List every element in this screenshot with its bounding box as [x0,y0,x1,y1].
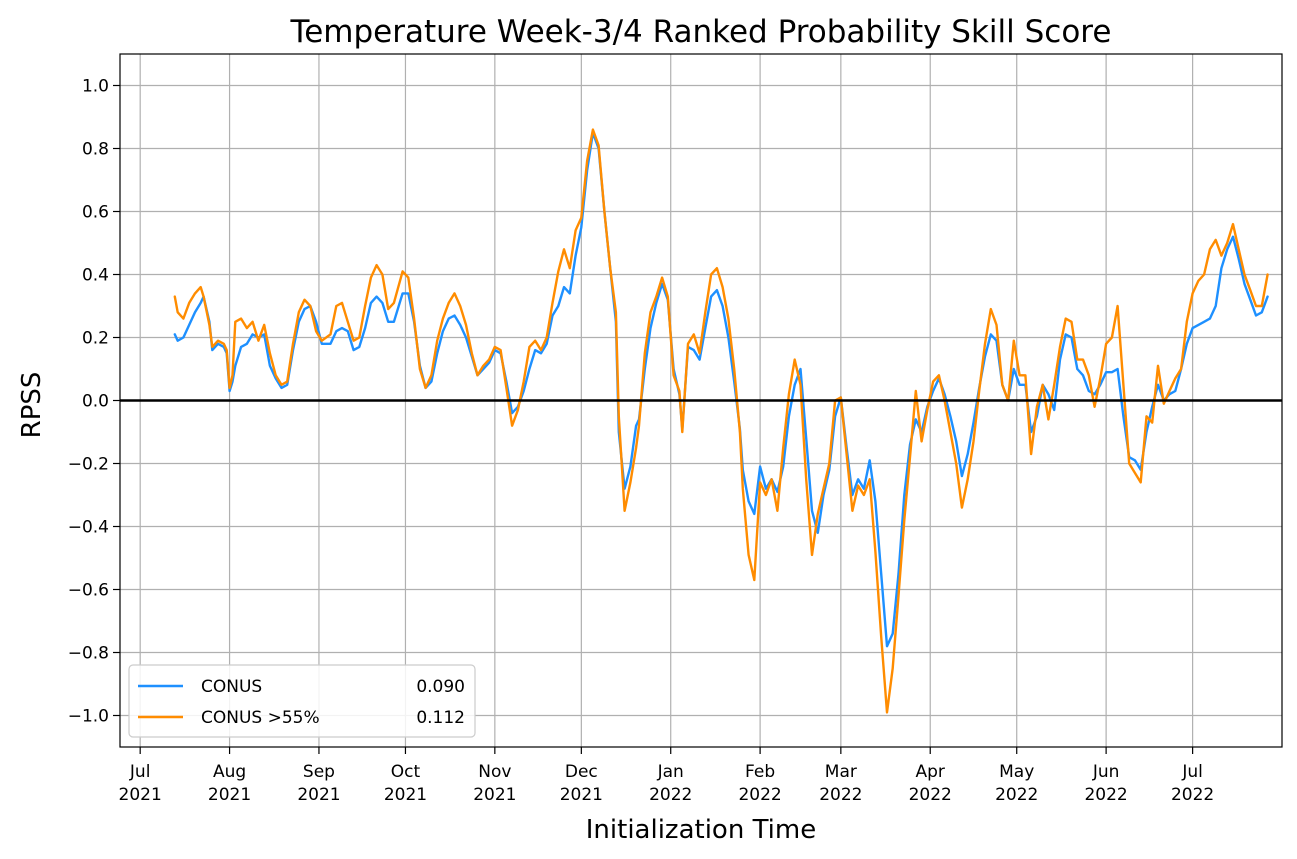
x-tick-label-year: 2022 [649,785,692,805]
y-tick-label: −0.2 [68,455,109,475]
legend-value-conus: 0.090 [416,677,465,697]
y-tick-label: 0.2 [82,329,109,349]
legend-value-conus-55: 0.112 [416,708,465,728]
legend-label-conus: CONUS [201,677,262,697]
x-axis-label: Initialization Time [586,815,816,845]
x-tick-label-month: Sep [303,762,335,782]
y-tick-label: 0.8 [82,140,109,160]
x-tick-label-year: 2022 [1171,785,1214,805]
series-line-conus-55 [173,128,1269,714]
x-tick-label-year: 2022 [995,785,1038,805]
y-tick-label: 0.0 [82,392,109,412]
y-tick-label: −0.6 [68,581,109,601]
x-tick-label-year: 2022 [909,785,952,805]
x-tick-label-year: 2021 [208,785,251,805]
x-tick-label-month: Jan [657,762,684,782]
x-tick-label-month: May [999,762,1034,782]
x-tick-label-year: 2022 [819,785,862,805]
legend: CONUS 0.090 CONUS >55% 0.112 [128,664,476,738]
x-tick-label-month: Feb [745,762,775,782]
y-tick-label: −1.0 [68,707,109,727]
x-tick-label-year: 2021 [560,785,603,805]
y-tick-label: 0.6 [82,203,109,223]
x-tick-label-year: 2021 [384,785,427,805]
x-tick-label-month: Nov [478,762,511,782]
y-tick-label: 0.4 [82,266,109,286]
x-tick-label-year: 2021 [119,785,162,805]
x-tick-label-month: Dec [565,762,598,782]
x-tick-label-month: Jul [1181,762,1203,782]
x-tick-label-year: 2021 [473,785,516,805]
legend-box [128,664,476,738]
x-tick-label-year: 2022 [1084,785,1127,805]
x-tick-label-month: Aug [213,762,246,782]
series-layer [173,128,1269,714]
y-tick-label: −0.4 [68,518,109,538]
legend-label-conus-55: CONUS >55% [201,708,320,728]
x-tick-label-year: 2022 [738,785,781,805]
y-axis-label: RPSS [17,372,47,439]
x-tick-label-month: Mar [825,762,857,782]
x-tick-label-month: Oct [391,762,421,782]
x-tick-label-month: Apr [916,762,945,782]
y-tick-label: −0.8 [68,644,109,664]
y-tick-label: 1.0 [82,77,109,97]
chart-title: Temperature Week-3/4 Ranked Probability … [290,14,1112,50]
x-tick-label-month: Jun [1092,762,1120,782]
x-tick-label-month: Jul [129,762,151,782]
series-line-conus [173,131,1269,648]
x-tick-label-year: 2021 [297,785,340,805]
axis-ticks: 1.0 0.8 0.6 0.4 0.2 0.0 −0.2 −0.4 −0.6 −0.8 −1.0 Ju… [68,77,1215,806]
